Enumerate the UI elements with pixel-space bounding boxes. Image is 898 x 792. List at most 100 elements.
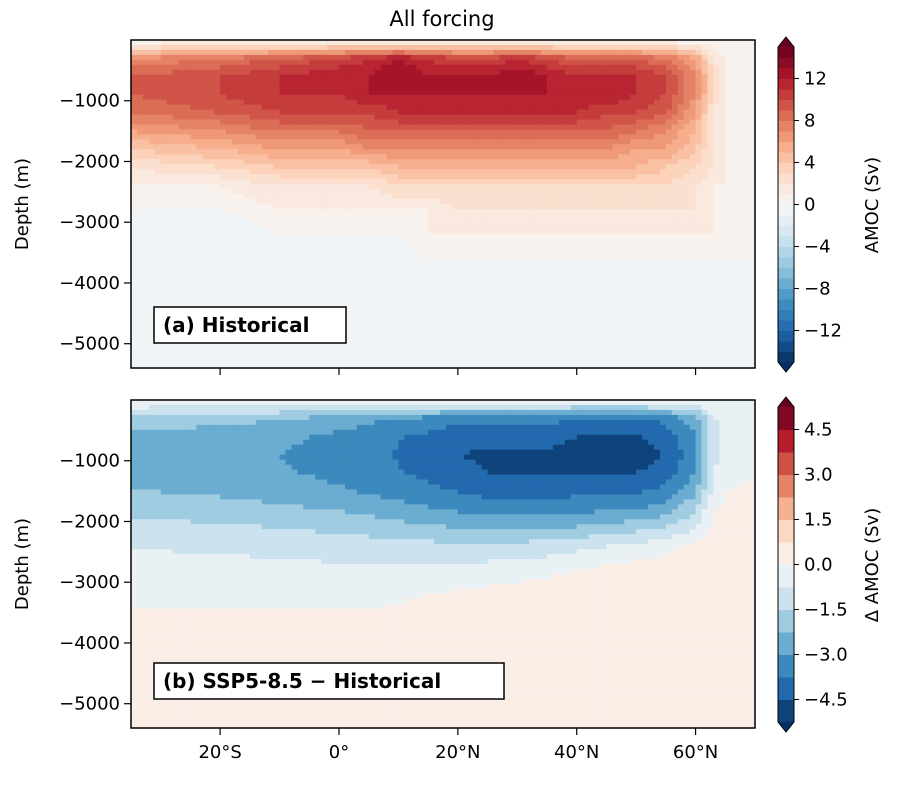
heatmap-cell bbox=[517, 94, 524, 101]
heatmap-cell bbox=[178, 134, 186, 140]
heatmap-cell bbox=[671, 74, 679, 81]
heatmap-cell bbox=[309, 208, 316, 215]
heatmap-cell bbox=[499, 213, 506, 220]
heatmap-cell bbox=[368, 94, 376, 101]
heatmap-cell bbox=[600, 243, 608, 250]
heatmap-cell bbox=[689, 74, 697, 81]
heatmap-cell bbox=[594, 64, 602, 71]
heatmap-cell bbox=[232, 169, 239, 175]
heatmap-cell bbox=[552, 179, 560, 185]
heatmap-cell bbox=[404, 64, 411, 71]
heatmap-cell bbox=[457, 218, 465, 225]
heatmap-cell bbox=[677, 89, 685, 96]
heatmap-cell bbox=[291, 44, 298, 51]
heatmap-cell bbox=[291, 248, 298, 255]
heatmap-cell bbox=[285, 223, 293, 230]
heatmap-cell bbox=[731, 134, 738, 140]
heatmap-cell bbox=[511, 184, 518, 190]
heatmap-cell bbox=[523, 199, 530, 205]
heatmap-cell bbox=[713, 49, 720, 56]
heatmap-cell bbox=[333, 213, 340, 220]
heatmap-cell bbox=[392, 233, 400, 240]
heatmap-cell bbox=[154, 129, 162, 136]
heatmap-cell bbox=[588, 40, 596, 46]
heatmap-cell bbox=[695, 139, 703, 145]
heatmap-cell bbox=[398, 233, 405, 240]
heatmap-cell bbox=[386, 59, 394, 66]
heatmap-cell bbox=[713, 134, 720, 140]
heatmap-cell bbox=[517, 159, 524, 165]
heatmap-cell bbox=[273, 189, 281, 195]
heatmap-cell bbox=[440, 49, 447, 56]
heatmap-cell bbox=[547, 89, 554, 96]
heatmap-cell bbox=[665, 184, 673, 190]
heatmap-cell bbox=[445, 253, 453, 260]
heatmap-cell bbox=[309, 263, 316, 270]
heatmap-cell bbox=[552, 149, 560, 155]
heatmap-cell bbox=[208, 194, 215, 200]
heatmap-cell bbox=[255, 54, 263, 61]
heatmap-cell bbox=[333, 263, 340, 270]
heatmap-cell bbox=[517, 144, 524, 150]
heatmap-cell bbox=[642, 94, 649, 101]
heatmap-cell bbox=[570, 189, 578, 195]
heatmap-cell bbox=[612, 179, 619, 185]
heatmap-cell bbox=[303, 129, 310, 136]
heatmap-cell bbox=[665, 204, 673, 210]
heatmap-cell bbox=[344, 99, 352, 106]
heatmap-cell bbox=[648, 44, 655, 51]
heatmap-cell bbox=[463, 273, 471, 280]
heatmap-cell bbox=[541, 74, 548, 81]
heatmap-cell bbox=[606, 119, 613, 126]
heatmap-cell bbox=[445, 109, 453, 116]
heatmap-cell bbox=[321, 243, 328, 250]
heatmap-cell bbox=[493, 114, 501, 121]
heatmap-cell bbox=[440, 104, 447, 111]
heatmap-cell bbox=[558, 74, 566, 81]
heatmap-cell bbox=[309, 94, 316, 101]
heatmap-cell bbox=[582, 79, 590, 86]
heatmap-cell bbox=[499, 233, 506, 240]
heatmap-cell bbox=[190, 114, 197, 121]
heatmap-cell bbox=[552, 89, 560, 96]
heatmap-cell bbox=[410, 99, 417, 106]
heatmap-cell bbox=[285, 79, 293, 86]
heatmap-cell bbox=[309, 84, 316, 91]
heatmap-cell bbox=[142, 218, 150, 225]
heatmap-cell bbox=[196, 268, 203, 275]
heatmap-cell bbox=[142, 64, 150, 71]
heatmap-cell bbox=[285, 154, 293, 160]
heatmap-cell bbox=[416, 59, 423, 66]
heatmap-cell bbox=[243, 79, 251, 86]
heatmap-cell bbox=[190, 194, 197, 200]
heatmap-cell bbox=[315, 179, 322, 185]
heatmap-cell bbox=[434, 134, 441, 140]
heatmap-cell bbox=[237, 69, 245, 76]
heatmap-cell bbox=[683, 253, 691, 260]
heatmap-cell bbox=[695, 184, 703, 190]
heatmap-cell bbox=[142, 179, 150, 185]
heatmap-cell bbox=[457, 194, 465, 200]
heatmap-cell bbox=[208, 248, 215, 255]
heatmap-cell bbox=[469, 199, 477, 205]
heatmap-cell bbox=[653, 54, 661, 61]
heatmap-cell bbox=[368, 208, 376, 215]
heatmap-cell bbox=[582, 149, 590, 155]
heatmap-cell bbox=[671, 223, 679, 230]
heatmap-cell bbox=[232, 94, 239, 101]
heatmap-cell bbox=[487, 189, 495, 195]
heatmap-cell bbox=[606, 124, 613, 131]
heatmap-cell bbox=[558, 223, 566, 230]
heatmap-cell bbox=[671, 228, 679, 235]
heatmap-cell bbox=[445, 208, 453, 215]
heatmap-cell bbox=[434, 59, 441, 66]
heatmap-cell bbox=[428, 159, 435, 165]
heatmap-cell bbox=[564, 213, 572, 220]
heatmap-cell bbox=[226, 154, 233, 160]
heatmap-cell bbox=[445, 64, 453, 71]
heatmap-cell bbox=[309, 159, 316, 165]
heatmap-cell bbox=[190, 59, 197, 66]
heatmap-cell bbox=[232, 223, 239, 230]
heatmap-cell bbox=[445, 194, 453, 200]
heatmap-cell bbox=[457, 94, 465, 101]
